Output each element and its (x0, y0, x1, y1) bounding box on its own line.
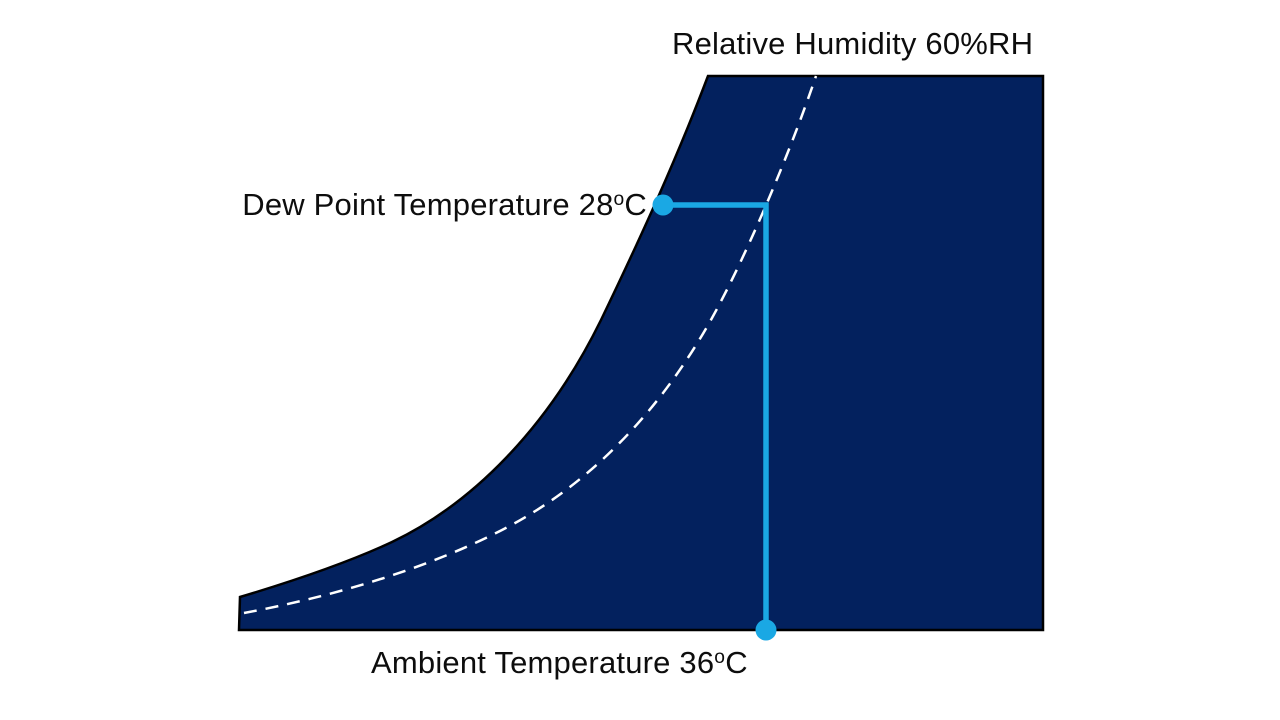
ambient-marker (755, 619, 777, 641)
dew-point-marker (652, 194, 674, 216)
ambient-temperature-label: Ambient Temperature 36oC (371, 645, 748, 680)
dew-point-label-text: Dew Point Temperature 28 (242, 187, 614, 222)
dew-point-degree-sup: o (613, 189, 625, 210)
dew-point-unit: C (624, 187, 647, 222)
rh-60-dashed-curve (243, 75, 818, 615)
ambient-label-text: Ambient Temperature 36 (371, 645, 715, 680)
relative-humidity-label-text: Relative Humidity 60%RH (672, 26, 1034, 61)
saturation-region (237, 74, 1045, 632)
ambient-degree-sup: o (714, 647, 726, 668)
dew-point-label: Dew Point Temperature 28oC (242, 187, 647, 222)
ambient-unit: C (725, 645, 748, 680)
relative-humidity-label: Relative Humidity 60%RH (672, 26, 1034, 61)
indicator-line (663, 202, 769, 630)
